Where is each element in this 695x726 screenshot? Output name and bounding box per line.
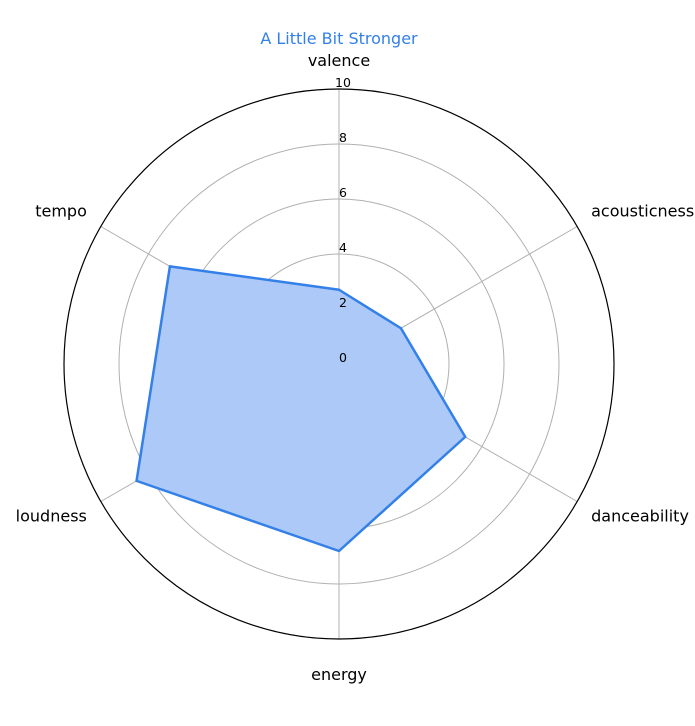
outer-frame xyxy=(63,88,615,640)
axis-label-acousticness: acousticness xyxy=(591,202,694,221)
data-point-valence xyxy=(337,288,341,291)
data-point-tempo xyxy=(168,265,172,268)
tick-label-6: 6 xyxy=(339,185,347,200)
data-point-acousticness xyxy=(399,327,403,330)
axis-label-valence: valence xyxy=(308,51,370,70)
tick-label-2: 2 xyxy=(339,295,347,310)
data-point-loudness xyxy=(135,479,138,483)
axis-label-danceability: danceability xyxy=(591,507,689,526)
data-point-danceability xyxy=(464,435,467,439)
tick-label-8: 8 xyxy=(339,130,347,145)
tick-label-0: 0 xyxy=(339,350,347,365)
axis-label-loudness: loudness xyxy=(16,507,87,526)
tick-label-10: 10 xyxy=(335,75,351,90)
axis-label-tempo: tempo xyxy=(35,202,87,221)
series-fill-0 xyxy=(136,266,466,551)
chart-title: A Little Bit Stronger xyxy=(260,29,418,48)
data-point-energy xyxy=(337,549,341,553)
axis-label-energy: energy xyxy=(311,665,367,684)
tick-label-4: 4 xyxy=(339,240,347,255)
